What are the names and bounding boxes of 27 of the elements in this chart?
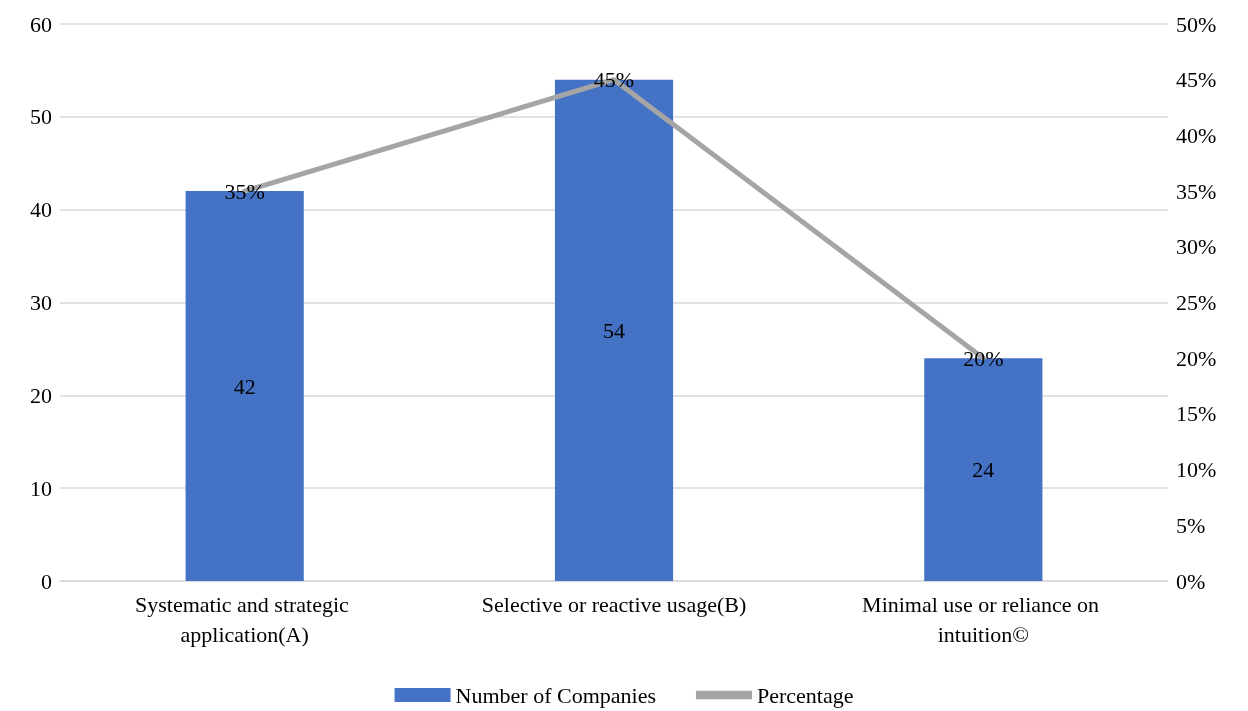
y2-tick-label: 5% — [1176, 512, 1206, 538]
y-tick-label: 30 — [30, 290, 52, 315]
data-label: 45% — [593, 67, 635, 93]
y-tick-label: 10 — [30, 475, 52, 501]
data-label: 42 — [233, 373, 256, 399]
x-tick-label: Systematic and strategic application(A) — [135, 591, 355, 647]
y2-tick-label: 20% — [1176, 345, 1217, 371]
y2-tick-label: 15% — [1176, 401, 1217, 427]
legend-label: Percentage — [756, 682, 854, 708]
y-tick-label: 50 — [30, 104, 52, 130]
y2-tick-label: 50% — [1176, 11, 1217, 37]
y-tick-label: 40 — [30, 197, 52, 223]
y-tick-label: 20 — [30, 382, 52, 408]
x-tick-label: Selective or reactive usage(B) — [481, 591, 747, 617]
y-tick-label: 60 — [30, 11, 52, 37]
y2-tick-label: 30% — [1176, 234, 1217, 260]
y2-tick-label: 0% — [1176, 568, 1206, 594]
y2-tick-label: 40% — [1176, 122, 1217, 148]
y2-tick-label: 25% — [1176, 290, 1217, 315]
data-label: 24 — [972, 457, 995, 483]
y2-tick-label: 45% — [1176, 67, 1217, 93]
legend-label: Number of Companies — [455, 682, 656, 708]
y2-tick-label: 10% — [1176, 457, 1217, 483]
x-tick-label: Minimal use or reliance on intuition© — [862, 591, 1105, 647]
data-label: 54 — [603, 317, 625, 343]
y2-tick-label: 35% — [1176, 178, 1217, 204]
y-tick-label: 0 — [41, 568, 52, 594]
